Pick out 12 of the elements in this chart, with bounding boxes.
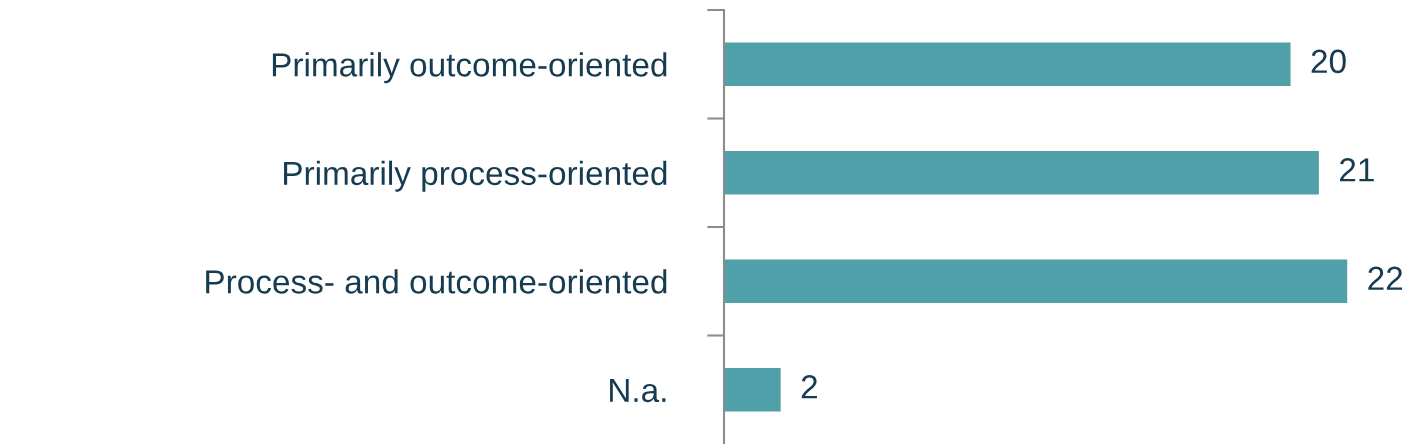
y-tick-label: N.a. xyxy=(610,378,666,403)
bar xyxy=(724,368,781,412)
y-tick-label: Process- and outcome-oriented xyxy=(206,269,667,294)
bar xyxy=(724,151,1319,195)
bar xyxy=(724,42,1291,86)
bar xyxy=(724,259,1348,303)
data-label: 20 xyxy=(1311,49,1346,74)
data-label: 21 xyxy=(1340,158,1374,182)
y-tick-label: Primarily process-oriented xyxy=(284,160,667,192)
data-label: 2 xyxy=(801,375,817,399)
data-label: 22 xyxy=(1368,266,1403,290)
y-tick-label: Primarily outcome-oriented xyxy=(272,52,667,84)
